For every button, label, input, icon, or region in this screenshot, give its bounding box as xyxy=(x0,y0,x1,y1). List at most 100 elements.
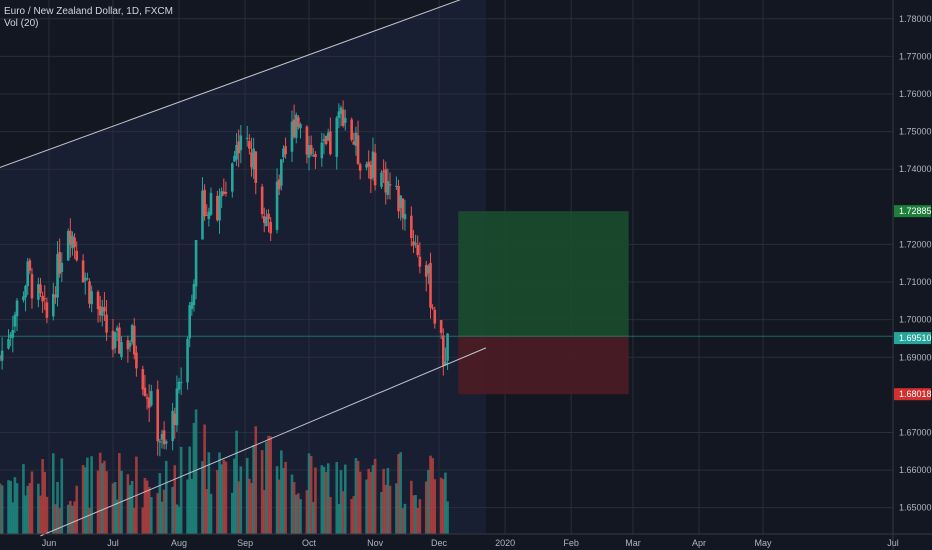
candle-body xyxy=(90,291,93,305)
volume-bar xyxy=(201,461,204,534)
time-tick-label: Apr xyxy=(692,538,706,548)
candle-body xyxy=(22,296,25,301)
volume-bar xyxy=(118,453,121,534)
candle-body xyxy=(88,281,91,304)
volume-bar xyxy=(164,460,168,534)
volume-bar xyxy=(156,493,160,534)
volume-bar xyxy=(337,503,341,534)
candle-body xyxy=(248,140,251,149)
volume-indicator-label[interactable]: Vol (20) xyxy=(4,18,39,29)
volume-bar xyxy=(341,491,345,534)
candle-body xyxy=(73,237,76,248)
volume-bar xyxy=(190,478,194,534)
volume-bar xyxy=(239,466,243,534)
candle-body xyxy=(337,111,341,118)
symbol-label[interactable]: Euro / New Zealand Dollar, 1D, FXCM xyxy=(4,6,173,17)
candle-body xyxy=(11,330,15,338)
stop-price-tag: 1.68018 xyxy=(899,389,932,399)
candle-body xyxy=(43,298,47,300)
volume-bar xyxy=(280,450,283,534)
candle-body xyxy=(305,126,309,155)
volume-bar xyxy=(424,481,428,534)
volume-bar xyxy=(439,477,443,534)
volume-bar xyxy=(66,504,70,534)
volume-bar xyxy=(15,483,19,534)
candle-body xyxy=(126,340,130,350)
candle-body xyxy=(329,131,332,155)
volume-bar xyxy=(26,485,30,534)
candle-body xyxy=(395,185,398,187)
volume-bar xyxy=(250,483,253,534)
time-tick-label: Sep xyxy=(237,538,253,548)
chart-legend: Euro / New Zealand Dollar, 1D, FXCM Vol … xyxy=(4,6,173,30)
channel-highlight xyxy=(0,0,486,534)
volume-bar xyxy=(103,460,106,534)
volume-bar xyxy=(307,453,311,534)
volume-bar xyxy=(322,466,326,534)
candle-body xyxy=(424,265,428,277)
volume-bar xyxy=(56,481,59,534)
volume-bar xyxy=(209,493,213,534)
candle-body xyxy=(41,295,44,302)
candle-body xyxy=(365,164,368,168)
candle-body xyxy=(231,163,234,192)
candle-body xyxy=(75,250,79,261)
candle-body xyxy=(367,161,371,167)
candle-body xyxy=(339,107,343,114)
candle-body xyxy=(341,109,345,126)
volume-bar xyxy=(160,501,164,534)
time-tick-label: Dec xyxy=(431,538,448,548)
candle-body xyxy=(60,262,64,273)
volume-bar xyxy=(305,490,309,534)
volume-bar xyxy=(275,466,279,534)
loss-zone xyxy=(458,336,629,395)
volume-bar xyxy=(248,478,251,534)
candle-body xyxy=(69,230,72,245)
candle-body xyxy=(201,190,204,240)
candle-body xyxy=(250,152,253,168)
volume-bar xyxy=(429,455,432,534)
volume-bar xyxy=(111,483,115,534)
candle-body xyxy=(51,293,55,317)
volume-bar xyxy=(427,469,430,534)
price-tick-label: 1.69000 xyxy=(899,352,932,362)
volume-bar xyxy=(158,473,162,534)
time-tick-label: Nov xyxy=(367,538,384,548)
volume-bar xyxy=(388,485,392,534)
candle-body xyxy=(265,217,268,227)
candle-body xyxy=(26,261,30,287)
candle-body xyxy=(39,284,42,294)
stop-price-tag-bg xyxy=(894,388,931,401)
volume-bar xyxy=(30,471,34,534)
volume-bar xyxy=(141,507,145,534)
candle-body xyxy=(96,291,100,310)
volume-bar xyxy=(220,464,223,534)
lower-trend-line xyxy=(40,347,487,537)
volume-bar xyxy=(54,504,57,534)
candle-body xyxy=(128,342,132,347)
volume-bar xyxy=(233,458,236,534)
volume-bar xyxy=(88,507,91,534)
volume-bar xyxy=(115,499,119,534)
volume-bar xyxy=(386,468,390,534)
candle-body xyxy=(354,132,358,146)
candle-body xyxy=(143,387,147,397)
candle-body xyxy=(262,216,266,223)
volume-bar xyxy=(11,502,15,534)
volume-bar xyxy=(0,483,2,534)
volume-bar xyxy=(128,484,132,534)
candle-body xyxy=(410,215,413,239)
volume-bar xyxy=(297,493,300,534)
candle-body xyxy=(30,274,34,299)
candle-body xyxy=(171,410,174,442)
volume-bar xyxy=(277,479,281,534)
candle-body xyxy=(188,305,191,339)
volume-bar xyxy=(192,422,196,534)
candle-body xyxy=(245,137,249,139)
volume-bar xyxy=(51,453,55,534)
current-price-tag: 1.69510 xyxy=(899,333,932,343)
candle-body xyxy=(164,441,168,444)
volume-bar xyxy=(382,468,385,534)
candle-body xyxy=(54,294,57,298)
